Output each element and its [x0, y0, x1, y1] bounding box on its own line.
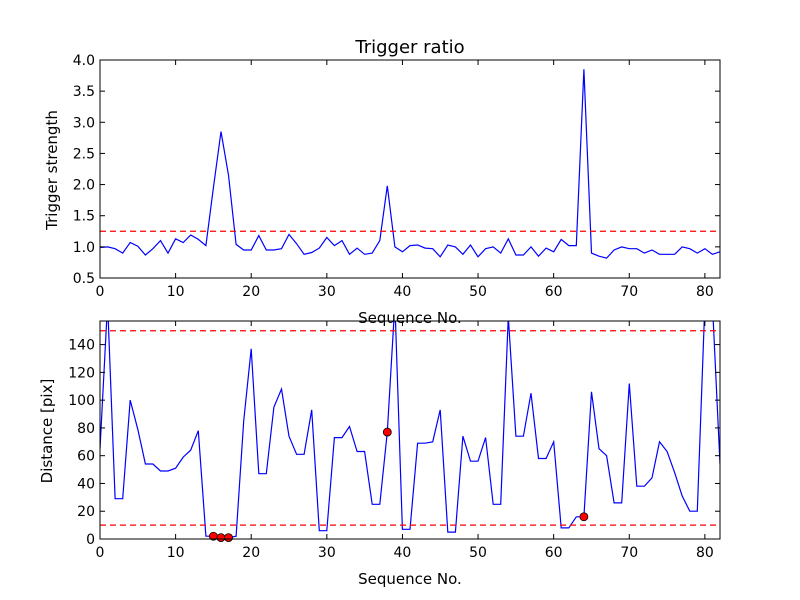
x-tick-label: 50: [469, 545, 487, 561]
y-tick-label: 140: [68, 338, 95, 354]
x-tick-label: 30: [318, 284, 336, 300]
data-marker: [224, 533, 233, 543]
data-marker: [382, 427, 392, 437]
x-tick-label: 20: [242, 545, 260, 561]
x-tick-label: 10: [167, 545, 185, 561]
y-tick-label: 60: [77, 449, 95, 465]
x-tick-label: 30: [318, 545, 336, 561]
x-tick-label: 40: [394, 545, 412, 561]
y-tick-label: 1.0: [73, 240, 95, 256]
series-line: [100, 69, 720, 259]
axes-frame: [99, 59, 721, 279]
data-marker: [579, 512, 589, 522]
y-tick-label: 0.5: [73, 271, 95, 287]
chart-title: Trigger ratio: [354, 37, 464, 58]
y-tick-label: 80: [77, 421, 95, 437]
series-line: [100, 321, 720, 539]
x-tick-label: 50: [469, 284, 487, 300]
y-tick-label: 3.5: [73, 84, 95, 100]
y-tick-label: 2.0: [73, 178, 95, 194]
x-axis-label: Sequence No.: [358, 309, 462, 327]
y-tick-label: 4.0: [73, 53, 95, 69]
x-tick-label: 80: [696, 284, 714, 300]
y-tick-label: 1.5: [73, 209, 95, 225]
y-axis-label: Distance [pix]: [38, 379, 56, 484]
y-tick-label: 20: [77, 504, 95, 520]
y-tick-label: 40: [77, 476, 95, 492]
x-axis-label: Sequence No.: [358, 570, 462, 588]
y-axis-label: Trigger strength: [43, 110, 61, 231]
data-marker: [216, 533, 226, 543]
y-tick-label: 120: [68, 365, 95, 381]
y-tick-label: 0: [86, 532, 95, 548]
y-tick-label: 2.5: [73, 146, 95, 162]
distance-subplot: Sequence No. Distance [pix] 0 10 20 30 40 50 6…: [38, 320, 721, 588]
x-tick-label: 60: [545, 284, 563, 300]
x-tick-label: 60: [545, 545, 563, 561]
x-tick-label: 70: [620, 545, 638, 561]
trigger-ratio-subplot: Trigger ratio Sequence No. Trigger stren…: [43, 37, 721, 327]
y-tick-label: 3.0: [73, 115, 95, 131]
x-tick-label: 70: [620, 284, 638, 300]
x-tick-label: 10: [167, 284, 185, 300]
x-tick-label: 0: [96, 284, 105, 300]
x-tick-label: 80: [696, 545, 714, 561]
axes-frame: [99, 320, 721, 540]
x-tick-label: 20: [242, 284, 260, 300]
x-tick-label: 40: [394, 284, 412, 300]
x-tick-label: 0: [96, 545, 105, 561]
y-tick-label: 100: [68, 393, 95, 409]
